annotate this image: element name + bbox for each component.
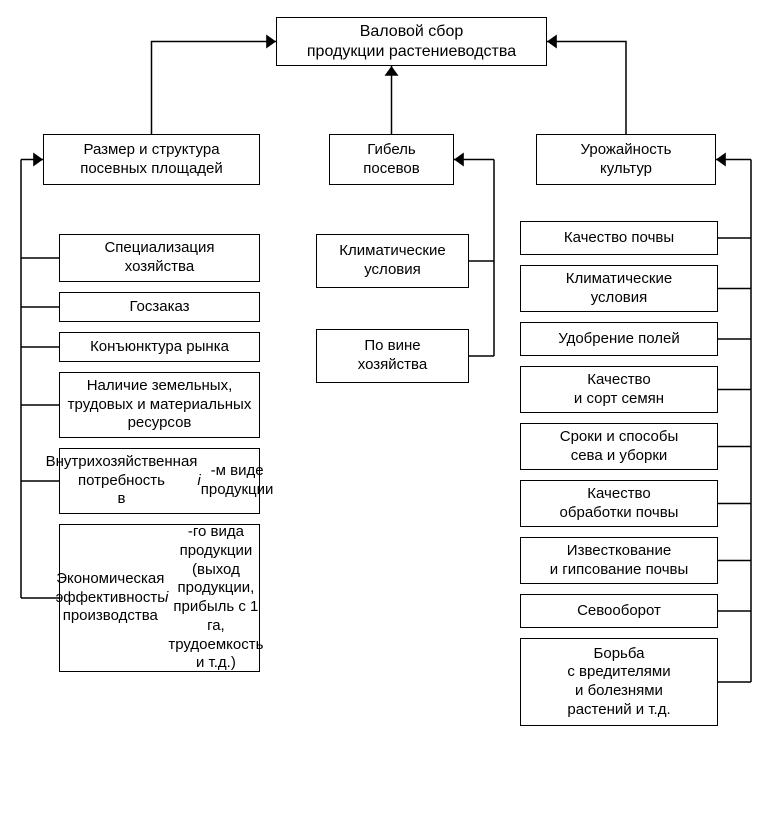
node-l1: Специализацияхозяйства [59, 234, 260, 282]
node-l6: Экономическаяэффективностьпроизводстваi-… [59, 524, 260, 672]
node-r8: Севооборот [520, 594, 718, 628]
node-l2: Госзаказ [59, 292, 260, 322]
node-r2: Климатическиеусловия [520, 265, 718, 312]
node-r7: Известкованиеи гипсование почвы [520, 537, 718, 584]
node-r5: Сроки и способысева и уборки [520, 423, 718, 470]
node-c2: По винехозяйства [316, 329, 469, 383]
node-mid2: Гибельпосевов [329, 134, 454, 185]
node-l5: Внутрихозяйственнаяпотребностьв i-м виде… [59, 448, 260, 514]
node-mid3: Урожайностькультур [536, 134, 716, 185]
node-c1: Климатическиеусловия [316, 234, 469, 288]
node-r6: Качествообработки почвы [520, 480, 718, 527]
node-l3: Конъюнктура рынка [59, 332, 260, 362]
diagram-canvas: Валовой сборпродукции растениеводства Раз… [0, 0, 781, 831]
node-r4: Качествои сорт семян [520, 366, 718, 413]
node-mid1: Размер и структурапосевных площадей [43, 134, 260, 185]
node-r3: Удобрение полей [520, 322, 718, 356]
node-root: Валовой сборпродукции растениеводства [276, 17, 547, 66]
node-r1: Качество почвы [520, 221, 718, 255]
node-r9: Борьбас вредителямии болезнямирастений и… [520, 638, 718, 726]
node-l4: Наличие земельных,трудовых и материальны… [59, 372, 260, 438]
